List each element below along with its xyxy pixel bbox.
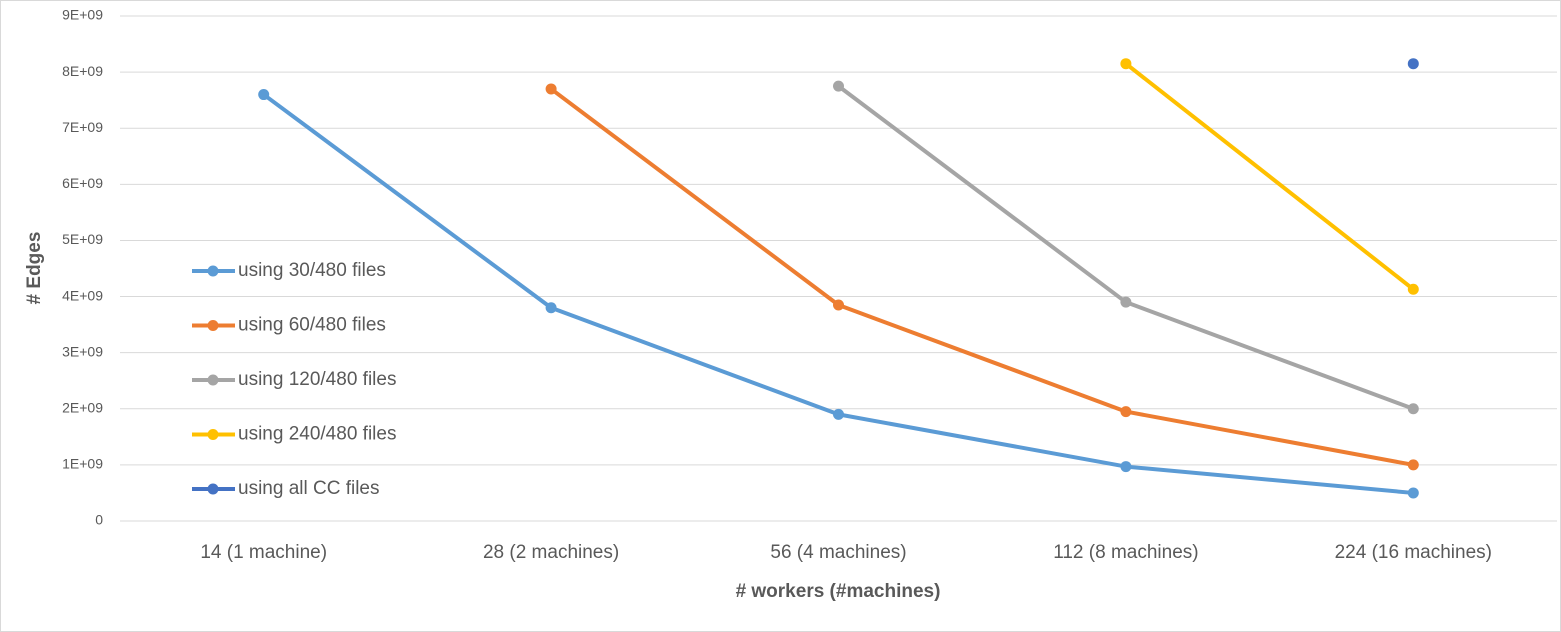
- data-point: [1120, 461, 1132, 473]
- y-axis-title: # Edges: [24, 232, 45, 305]
- x-tick-label: 56 (4 machines): [770, 542, 906, 563]
- legend-marker: [207, 374, 219, 386]
- y-tick-label: 7E+09: [62, 119, 103, 135]
- legend-label: using all CC files: [238, 478, 380, 499]
- data-point: [545, 302, 557, 314]
- data-point: [833, 408, 844, 420]
- data-point: [1407, 58, 1419, 70]
- data-point: [1407, 459, 1419, 471]
- y-tick-label: 0: [95, 512, 103, 528]
- data-point: [1407, 403, 1419, 415]
- y-tick-label: 9E+09: [62, 7, 103, 23]
- legend-label: using 120/480 files: [238, 369, 396, 390]
- y-tick-label: 2E+09: [62, 399, 103, 415]
- x-axis-title: # workers (#machines): [736, 581, 941, 602]
- y-tick-label: 1E+09: [62, 456, 103, 472]
- legend-label: using 240/480 files: [238, 424, 396, 445]
- series-line: [549, 87, 1414, 467]
- data-point: [258, 89, 270, 101]
- legend-marker: [207, 320, 219, 331]
- legend-marker: [207, 483, 219, 495]
- x-tick-label: 28 (2 machines): [483, 542, 619, 563]
- y-tick-label: 4E+09: [62, 287, 103, 303]
- data-point: [1120, 406, 1132, 418]
- data-point: [545, 83, 557, 95]
- legend-label: using 30/480 files: [238, 260, 386, 281]
- data-point: [1407, 283, 1419, 295]
- data-point: [1120, 58, 1132, 70]
- data-point: [1120, 296, 1132, 308]
- legend-marker: [207, 265, 219, 277]
- x-tick-label: 112 (8 machines): [1053, 542, 1198, 563]
- y-tick-label: 8E+09: [62, 63, 103, 79]
- legend-marker: [207, 429, 219, 440]
- x-tick-label: 14 (1 machine): [200, 542, 327, 563]
- data-point: [833, 299, 844, 311]
- data-point: [833, 80, 844, 92]
- data-point: [1407, 487, 1419, 499]
- y-tick-label: 3E+09: [62, 343, 103, 359]
- legend-label: using 60/480 files: [238, 315, 386, 336]
- y-tick-label: 5E+09: [62, 231, 103, 247]
- series-line: [1124, 62, 1415, 291]
- y-tick-label: 6E+09: [62, 175, 103, 191]
- x-tick-label: 224 (16 machines): [1335, 542, 1492, 563]
